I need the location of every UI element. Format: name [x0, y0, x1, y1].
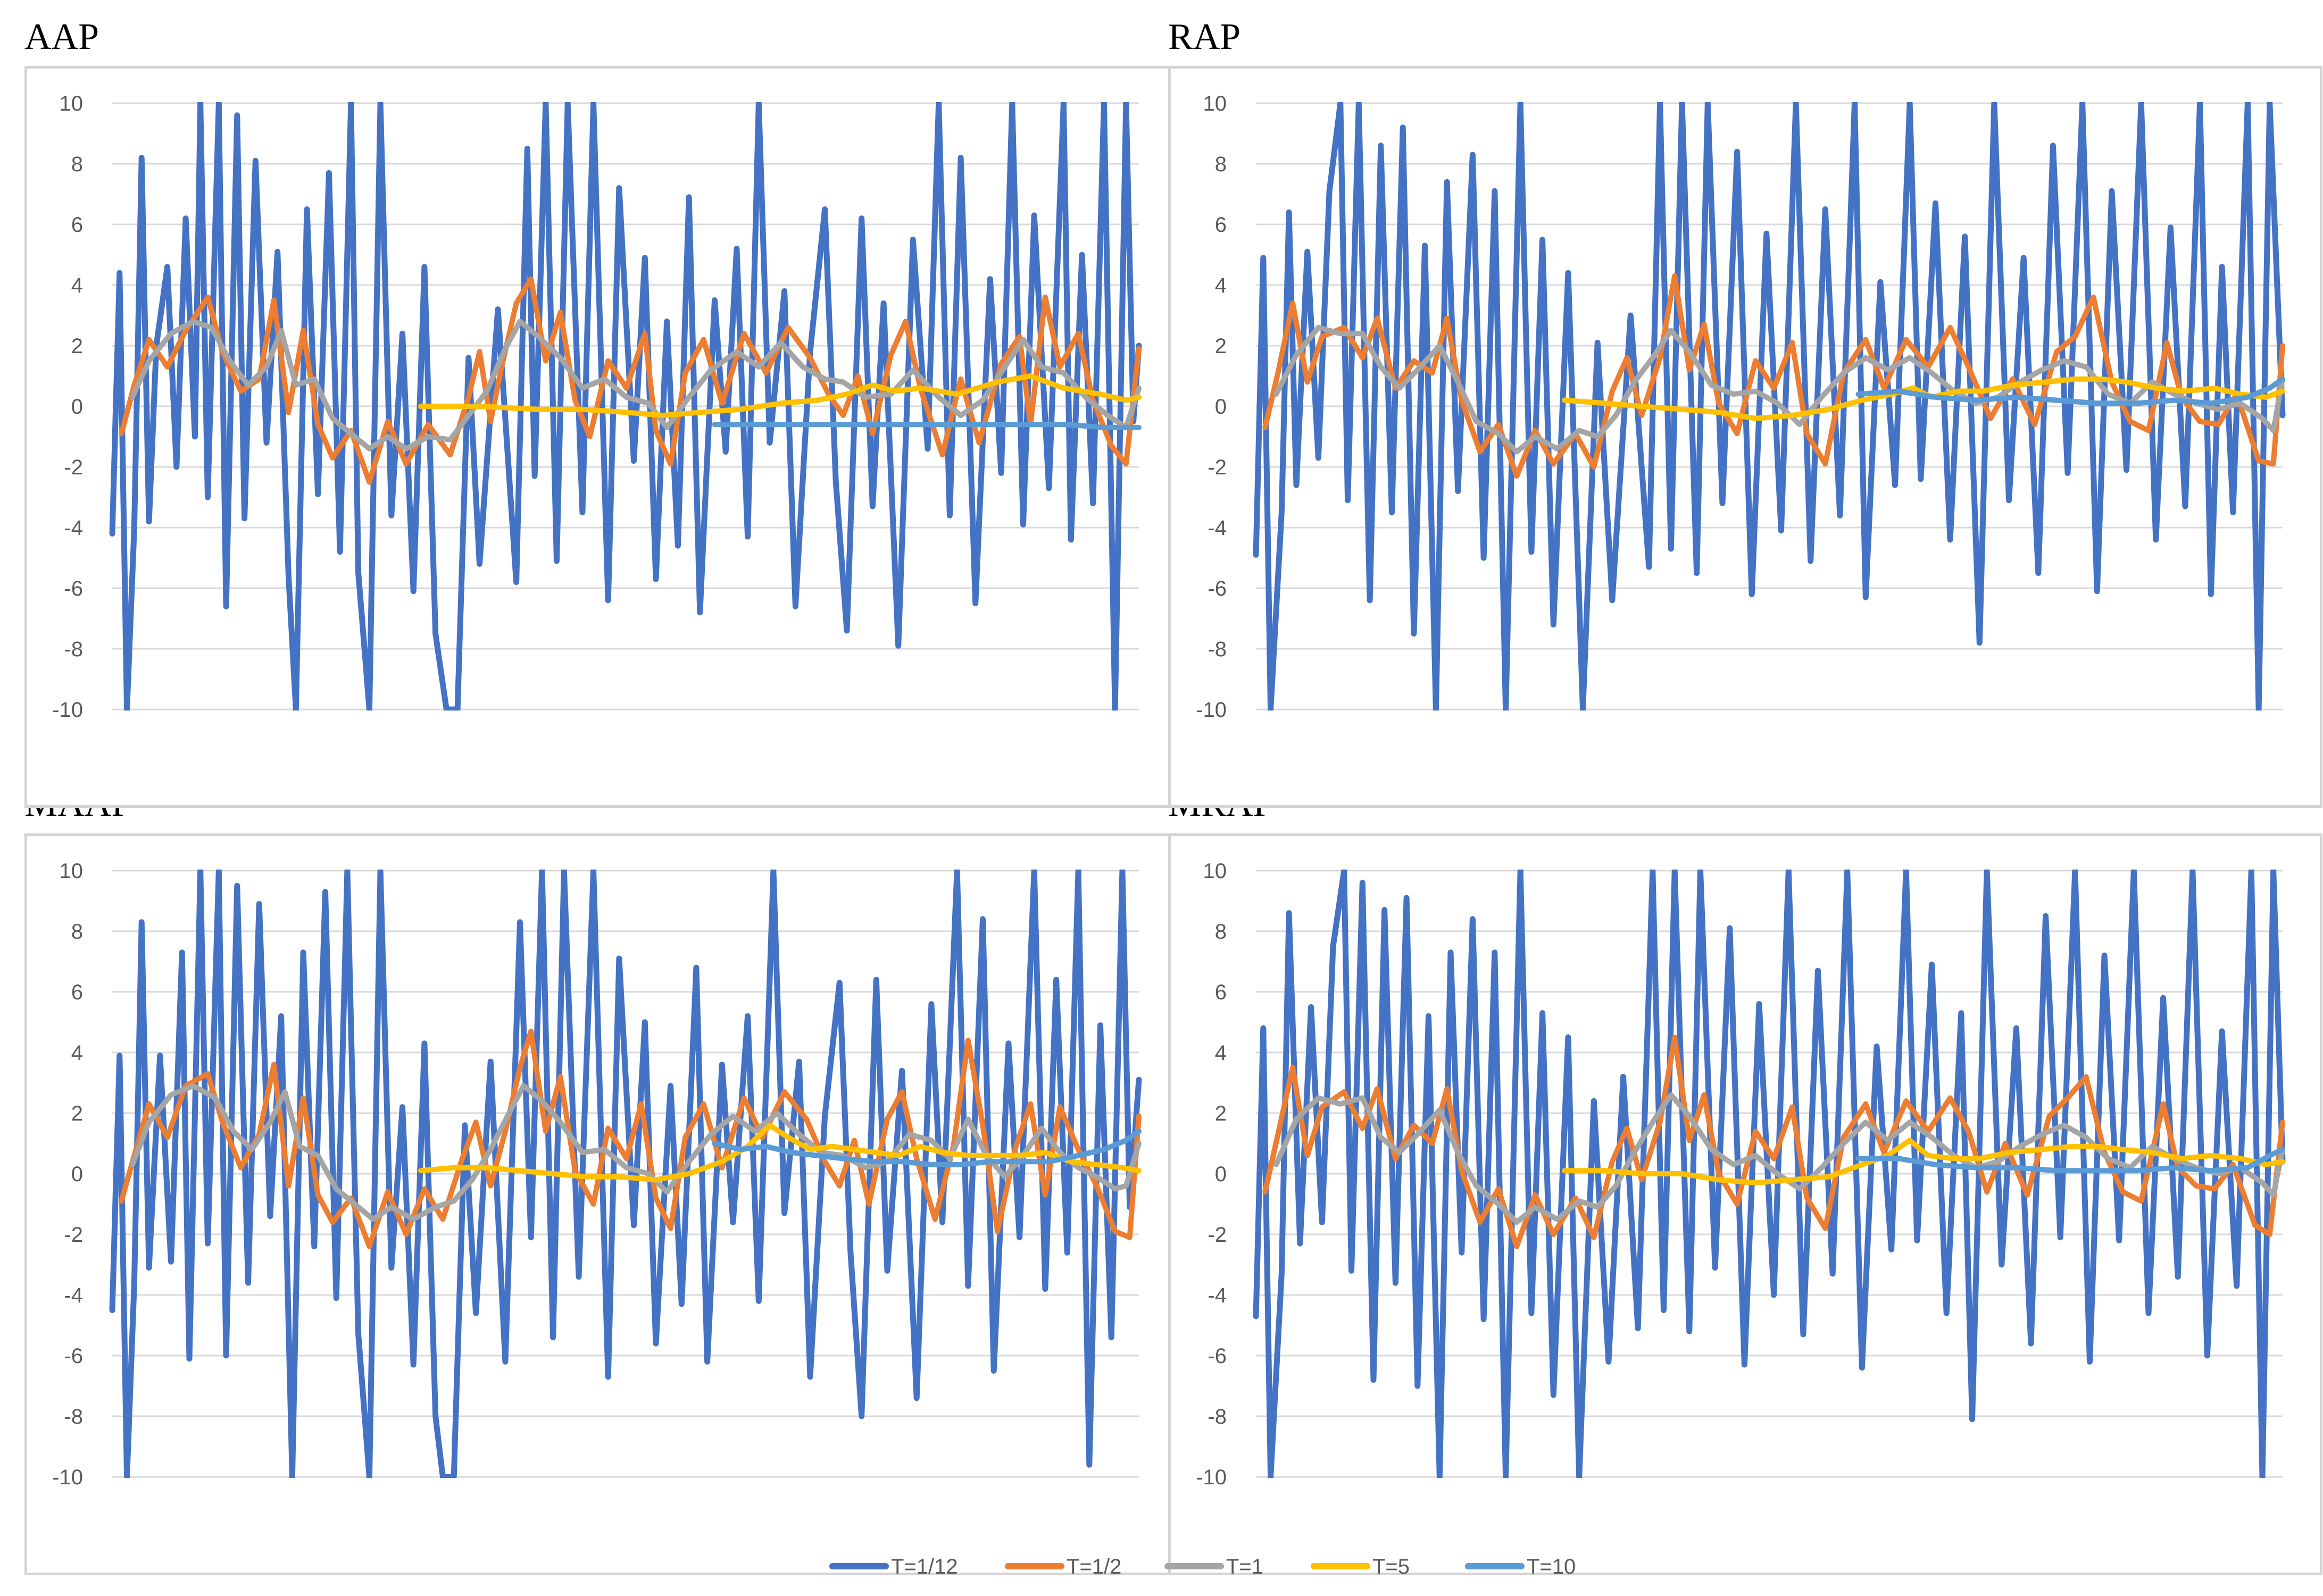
y-tick-label: -6: [1208, 1344, 1227, 1368]
series-line-t-10: [712, 1129, 1142, 1167]
chart-panel-mrap: 10 8 6 4 2 0 -2 -4 -6 -8 -10: [1168, 833, 2322, 1575]
y-tick-label: -6: [64, 577, 83, 600]
legend-label-t-1: T=1: [1226, 1555, 1263, 1578]
y-tick-label: 6: [1215, 981, 1227, 1004]
y-tick-label: 8: [71, 920, 83, 943]
plot-area: [1253, 102, 2286, 711]
panel-title-rap: RAP: [1168, 16, 1241, 57]
chart-panel-aap: 10 8 6 4 2 0 -2 -4 -6 -8 -10: [24, 66, 1179, 808]
y-tick-label: -2: [64, 456, 83, 479]
y-tick-label: -6: [64, 1344, 83, 1368]
y-tick-label: 0: [1215, 1163, 1227, 1186]
y-tick-label: -4: [1208, 516, 1227, 540]
panel-title-aap: AAP: [24, 16, 99, 57]
y-tick-label: 10: [60, 859, 84, 883]
series-line-t-10: [1855, 376, 2285, 406]
y-tick-label: 4: [1215, 274, 1227, 297]
y-tick-label: 8: [1215, 920, 1227, 943]
y-tick-label: 4: [71, 1041, 83, 1065]
series-line-t-10: [1855, 1147, 2285, 1174]
y-tick-label: -4: [1208, 1284, 1227, 1307]
y-tick-label: -2: [1208, 456, 1227, 479]
series-line-t-1-12: [109, 102, 1142, 711]
y-tick-label: -4: [64, 1284, 83, 1307]
legend-label-t-1-2: T=1/2: [1067, 1555, 1121, 1578]
y-tick-label: 10: [1203, 92, 1227, 115]
y-tick-label: 8: [71, 153, 83, 176]
chart-rap: 10 8 6 4 2 0 -2 -4 -6 -8 -10: [1196, 92, 2286, 722]
y-tick-label: 2: [1215, 1102, 1227, 1125]
y-tick-label: 4: [71, 274, 83, 297]
series-line-t-1: [1273, 1092, 2285, 1225]
series-line-t-5: [418, 1122, 1142, 1183]
y-tick-label: -4: [64, 516, 83, 540]
series-line-t-1: [130, 319, 1142, 452]
y-tick-label: -8: [64, 638, 83, 661]
y-tick-label: 2: [71, 335, 83, 358]
y-tick-label: 6: [71, 981, 83, 1004]
chart-panel-maap: 10 8 6 4 2 0 -2 -4 -6 -8 -10: [24, 833, 1179, 1575]
y-tick-label: -2: [1208, 1223, 1227, 1247]
series-line-t-5: [1562, 1138, 2285, 1186]
legend-label-t-1-12: T=1/12: [891, 1555, 958, 1578]
legend-label-t-5: T=5: [1372, 1555, 1410, 1578]
y-tick-label: 8: [1215, 153, 1227, 176]
y-tick-label: -6: [1208, 577, 1227, 600]
series-line-t-1-12: [1253, 870, 2286, 1478]
plot-area: [109, 102, 1142, 711]
chart-aap: 10 8 6 4 2 0 -2 -4 -6 -8 -10: [52, 92, 1142, 722]
plot-area: [109, 870, 1142, 1478]
y-tick-label: -10: [52, 698, 83, 722]
y-tick-label: 10: [1203, 859, 1227, 883]
plot-area: [1253, 870, 2286, 1478]
series-line-t-1: [130, 1083, 1142, 1222]
series-line-t-1-12: [109, 870, 1142, 1478]
y-tick-label: 0: [71, 395, 83, 419]
y-tick-label: -2: [64, 1223, 83, 1247]
series-line-t-1: [1273, 324, 2285, 455]
series-line-t-1-2: [119, 1029, 1142, 1249]
chart-mrap: 10 8 6 4 2 0 -2 -4 -6 -8 -10: [1196, 859, 2286, 1489]
y-tick-label: -8: [1208, 638, 1227, 661]
series-line-t-1-12: [1253, 102, 2286, 711]
chart-legend: T=1/12 T=1/2 T=1 T=5 T=10: [829, 1555, 1576, 1578]
series-line-t-10: [712, 422, 1142, 430]
y-tick-label: 4: [1215, 1041, 1227, 1065]
chart-panel-rap: 10 8 6 4 2 0 -2 -4 -6 -8 -10: [1168, 66, 2322, 808]
y-tick-label: 2: [1215, 335, 1227, 358]
y-tick-label: 2: [71, 1102, 83, 1125]
y-tick-label: -8: [64, 1405, 83, 1428]
y-tick-label: 6: [71, 213, 83, 237]
chart-maap: 10 8 6 4 2 0 -2 -4 -6 -8 -10: [52, 859, 1142, 1489]
y-tick-label: 0: [1215, 395, 1227, 419]
y-tick-label: -8: [1208, 1405, 1227, 1428]
series-line-t-1-2: [1262, 273, 2285, 479]
y-tick-label: 6: [1215, 213, 1227, 237]
legend-label-t-10: T=10: [1527, 1555, 1576, 1578]
y-tick-label: 0: [71, 1163, 83, 1186]
y-tick-label: -10: [1196, 698, 1227, 722]
series-line-t-5: [418, 373, 1142, 419]
y-tick-label: -10: [52, 1466, 83, 1489]
y-tick-label: -10: [1196, 1466, 1227, 1489]
y-tick-label: 10: [60, 92, 84, 115]
